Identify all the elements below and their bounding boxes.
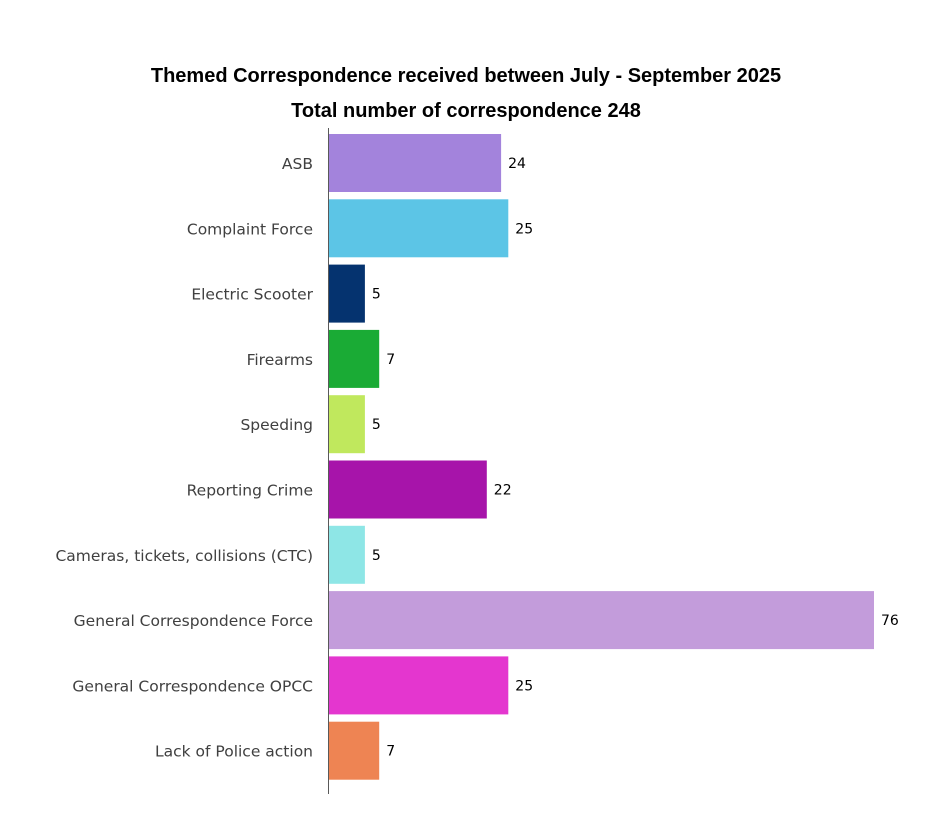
category-label-3: Firearms	[247, 351, 313, 369]
bar-9	[329, 721, 380, 780]
category-label-5: Reporting Crime	[187, 482, 313, 500]
value-label-0: 24	[508, 156, 526, 172]
category-label-9: Lack of Police action	[155, 743, 313, 761]
value-labels: 24 25 5 7 5 22 5 76 25 7	[372, 156, 899, 760]
value-label-8: 25	[515, 678, 533, 694]
category-label-2: Electric Scooter	[191, 286, 313, 304]
category-label-6: Cameras, tickets, collisions (CTC)	[55, 547, 313, 565]
category-label-8: General Correspondence OPCC	[72, 677, 313, 695]
bar-8	[329, 656, 509, 715]
value-label-9: 7	[386, 744, 395, 760]
value-label-1: 25	[515, 221, 533, 237]
bar-0	[329, 134, 502, 192]
category-label-0: ASB	[282, 155, 313, 173]
value-label-6: 5	[372, 548, 381, 564]
bar-5	[329, 460, 487, 519]
category-label-7: General Correspondence Force	[74, 612, 313, 630]
category-label-4: Speeding	[240, 416, 313, 434]
bar-3	[329, 329, 380, 388]
value-label-2: 5	[372, 287, 381, 303]
chart-title: Themed Correspondence received between J…	[151, 65, 781, 87]
bar-6	[329, 525, 365, 584]
bar-7	[329, 591, 874, 650]
category-label-1: Complaint Force	[187, 220, 313, 238]
bar-2	[329, 264, 365, 323]
value-label-7: 76	[881, 613, 899, 629]
value-label-3: 7	[386, 352, 395, 368]
bar-4	[329, 395, 365, 454]
chart-subtitle: Total number of correspondence 248	[291, 100, 641, 122]
value-label-4: 5	[372, 417, 381, 433]
bar-1	[329, 199, 509, 258]
value-label-5: 22	[494, 483, 512, 499]
bars-group	[329, 134, 874, 780]
category-labels: ASB Complaint Force Electric Scooter Firear…	[55, 155, 313, 761]
